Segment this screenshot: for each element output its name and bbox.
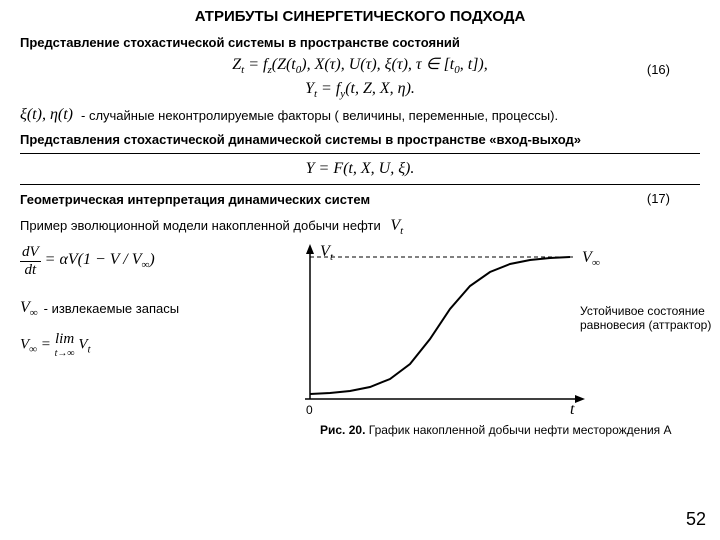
divider-2 <box>20 184 700 185</box>
section2-heading: Геометрическая интерпретация динамически… <box>20 192 370 207</box>
divider-1 <box>20 153 700 154</box>
svg-text:t: t <box>570 401 575 418</box>
eqnum-17: (17) <box>647 191 670 206</box>
io-heading: Представления стохастической динамическо… <box>20 132 700 147</box>
noise-description: ξ(t), η(t) - случайные неконтролируемые … <box>20 106 700 124</box>
ode-equation: dV dt = αV(1 − V / V∞) <box>20 244 270 279</box>
limit-equation: V∞ = lim t→∞ Vt <box>20 331 270 359</box>
example-text: Пример эволюционной модели накопленной д… <box>20 217 700 237</box>
svg-text:0: 0 <box>306 403 313 417</box>
reserves-row: V∞ - извлекаемые запасы <box>20 299 270 319</box>
io-equation: Y = F(t, X, U, ξ). <box>20 160 700 178</box>
figure-caption: Рис. 20. График накопленной добычи нефти… <box>320 423 700 437</box>
noise-symbols: ξ(t), η(t) <box>20 106 73 124</box>
oil-chart: V t V ∞ t 0 <box>280 244 600 419</box>
section1-heading: Представление стохастической системы в п… <box>20 35 700 50</box>
page-number: 52 <box>686 509 706 530</box>
equation-y: Yt = fy(t, Z, X, η). <box>20 80 700 100</box>
attractor-label: Устойчивое состояние равновесия (аттракт… <box>580 304 720 332</box>
equation-z: Zt = fz(Z(t0), X(τ), U(τ), ξ(τ), τ ∈ [t0… <box>20 54 700 76</box>
noise-text: - случайные неконтролируемые факторы ( в… <box>81 108 558 123</box>
svg-text:∞: ∞ <box>592 257 600 269</box>
page-title: АТРИБУТЫ СИНЕРГЕТИЧЕСКОГО ПОДХОДА <box>20 8 700 25</box>
